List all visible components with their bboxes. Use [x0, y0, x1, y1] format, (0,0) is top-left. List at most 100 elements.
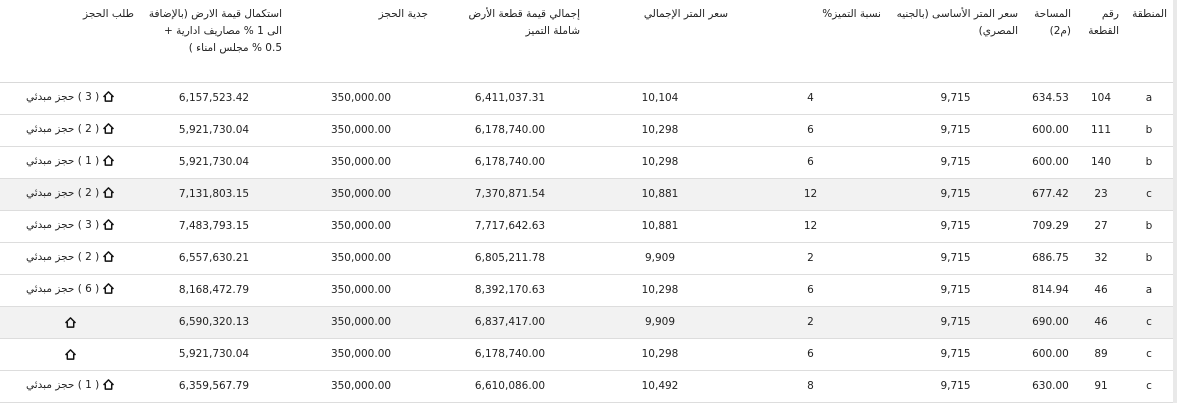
cell-total-price-per-meter: 10,298 [586, 114, 734, 147]
cell-area: 814.94 [1024, 274, 1077, 307]
booking-request-link[interactable]: ( 6 ) حجز مبدئي [26, 282, 115, 295]
cell-plot-no: 89 [1077, 338, 1125, 371]
cell-total-price-per-meter: 10,492 [586, 370, 734, 403]
cell-plot-no: 32 [1077, 242, 1125, 275]
cell-plot-no: 46 [1077, 274, 1125, 307]
cell-booking-deposit: 350,000.00 [288, 146, 434, 179]
home-icon[interactable] [103, 379, 115, 391]
cell-base-price: 9,715 [887, 114, 1024, 147]
cell-base-price: 9,715 [887, 338, 1024, 371]
cell-booking-deposit: 350,000.00 [288, 210, 434, 243]
header-premium-pct: نسبة التميز% [734, 0, 887, 83]
cell-base-price: 9,715 [887, 82, 1024, 115]
cell-booking-request: ( 1 ) حجز مبدئي [0, 370, 140, 403]
cell-total-price-per-meter: 10,881 [586, 178, 734, 211]
cell-booking-deposit: 350,000.00 [288, 338, 434, 371]
cell-area: 677.42 [1024, 178, 1077, 211]
table-row: b 32 686.75 9,715 2 9,909 6,805,211.78 3… [0, 242, 1173, 275]
cell-base-price: 9,715 [887, 370, 1024, 403]
cell-plot-no: 104 [1077, 82, 1125, 115]
home-icon[interactable] [103, 219, 115, 231]
cell-total-land-value: 7,370,871.54 [434, 178, 586, 211]
cell-base-price: 9,715 [887, 178, 1024, 211]
cell-booking-deposit: 350,000.00 [288, 114, 434, 147]
cell-total-price-per-meter: 9,909 [586, 306, 734, 339]
table-header-row: المنطقة رقم القطعة المساحة (م2) سعر المت… [0, 0, 1173, 83]
cell-premium-pct: 8 [734, 370, 887, 403]
cell-premium-pct: 6 [734, 146, 887, 179]
table-row: a 104 634.53 9,715 4 10,104 6,411,037.31… [0, 82, 1173, 115]
cell-booking-deposit: 350,000.00 [288, 82, 434, 115]
booking-request-link[interactable]: ( 2 ) حجز مبدئي [26, 250, 115, 263]
cell-total-land-value: 6,805,211.78 [434, 242, 586, 275]
cell-region: b [1125, 242, 1173, 275]
home-icon[interactable] [103, 155, 115, 167]
home-icon[interactable] [103, 123, 115, 135]
cell-booking-request: ( 3 ) حجز مبدئي [0, 82, 140, 115]
table-row: b 140 600.00 9,715 6 10,298 6,178,740.00… [0, 146, 1173, 179]
cell-total-price-per-meter: 10,298 [586, 146, 734, 179]
cell-plot-no: 46 [1077, 306, 1125, 339]
cell-total-price-per-meter: 10,298 [586, 338, 734, 371]
booking-request-label[interactable]: ( 3 ) حجز مبدئي [26, 218, 100, 231]
cell-total-land-value: 7,717,642.63 [434, 210, 586, 243]
cell-total-land-value: 6,837,417.00 [434, 306, 586, 339]
table-row: c 89 600.00 9,715 6 10,298 6,178,740.00 … [0, 338, 1173, 371]
booking-request-label[interactable]: ( 1 ) حجز مبدئي [26, 154, 100, 167]
cell-total-land-value: 8,392,170.63 [434, 274, 586, 307]
cell-booking-request: ( 2 ) حجز مبدئي [0, 114, 140, 147]
cell-remaining-value: 6,557,630.21 [140, 242, 288, 275]
booking-request-link[interactable]: ( 2 ) حجز مبدئي [26, 186, 115, 199]
home-icon[interactable] [103, 283, 115, 295]
cell-total-land-value: 6,178,740.00 [434, 338, 586, 371]
cell-area: 600.00 [1024, 338, 1077, 371]
cell-plot-no: 23 [1077, 178, 1125, 211]
vertical-scrollbar[interactable] [1173, 0, 1177, 403]
cell-remaining-value: 7,131,803.15 [140, 178, 288, 211]
cell-base-price: 9,715 [887, 242, 1024, 275]
cell-premium-pct: 2 [734, 306, 887, 339]
booking-request-link[interactable]: ( 3 ) حجز مبدئي [26, 218, 115, 231]
home-icon[interactable] [64, 348, 76, 360]
cell-base-price: 9,715 [887, 306, 1024, 339]
booking-request-link[interactable]: ( 2 ) حجز مبدئي [26, 122, 115, 135]
cell-region: a [1125, 82, 1173, 115]
cell-remaining-value: 6,157,523.42 [140, 82, 288, 115]
cell-remaining-value: 6,590,320.13 [140, 306, 288, 339]
booking-request-label[interactable]: ( 2 ) حجز مبدئي [26, 122, 100, 135]
header-total-price-per-meter: سعر المتر الإجمالي [586, 0, 734, 83]
cell-area: 709.29 [1024, 210, 1077, 243]
cell-region: b [1125, 114, 1173, 147]
cell-premium-pct: 2 [734, 242, 887, 275]
cell-base-price: 9,715 [887, 146, 1024, 179]
cell-plot-no: 91 [1077, 370, 1125, 403]
home-icon[interactable] [103, 251, 115, 263]
booking-request-label[interactable]: ( 3 ) حجز مبدئي [26, 90, 100, 103]
booking-request-label[interactable]: ( 6 ) حجز مبدئي [26, 282, 100, 295]
cell-booking-request [0, 306, 140, 339]
cell-premium-pct: 6 [734, 274, 887, 307]
cell-total-land-value: 6,178,740.00 [434, 146, 586, 179]
cell-plot-no: 111 [1077, 114, 1125, 147]
home-icon[interactable] [103, 187, 115, 199]
cell-area: 690.00 [1024, 306, 1077, 339]
table-row: c 46 690.00 9,715 2 9,909 6,837,417.00 3… [0, 306, 1173, 339]
table-row: b 27 709.29 9,715 12 10,881 7,717,642.63… [0, 210, 1173, 243]
booking-request-link[interactable]: ( 3 ) حجز مبدئي [26, 90, 115, 103]
booking-request-label[interactable]: ( 2 ) حجز مبدئي [26, 250, 100, 263]
cell-base-price: 9,715 [887, 274, 1024, 307]
booking-request-label[interactable]: ( 1 ) حجز مبدئي [26, 378, 100, 391]
booking-request-label[interactable]: ( 2 ) حجز مبدئي [26, 186, 100, 199]
cell-total-price-per-meter: 10,298 [586, 274, 734, 307]
cell-total-land-value: 6,610,086.00 [434, 370, 586, 403]
header-total-land-value: إجمالي قيمة قطعة الأرض شاملة التميز [434, 0, 586, 83]
home-icon[interactable] [103, 91, 115, 103]
booking-request-link[interactable]: ( 1 ) حجز مبدئي [26, 378, 115, 391]
home-icon[interactable] [64, 316, 76, 328]
cell-plot-no: 27 [1077, 210, 1125, 243]
booking-request-link[interactable]: ( 1 ) حجز مبدئي [26, 154, 115, 167]
cell-booking-deposit: 350,000.00 [288, 370, 434, 403]
cell-total-price-per-meter: 10,104 [586, 82, 734, 115]
cell-area: 600.00 [1024, 146, 1077, 179]
